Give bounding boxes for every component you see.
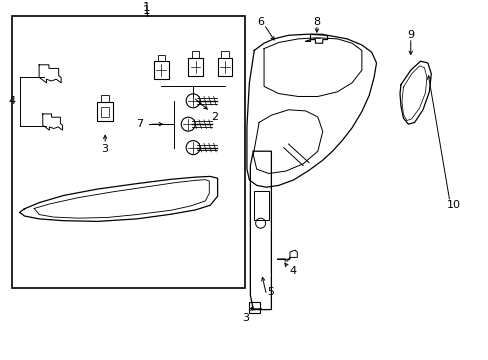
Bar xyxy=(154,61,168,79)
Bar xyxy=(101,107,109,117)
Text: 2: 2 xyxy=(211,112,218,122)
Bar xyxy=(12,16,244,288)
Text: 3: 3 xyxy=(102,144,108,154)
Text: 5: 5 xyxy=(266,287,273,297)
Text: 1: 1 xyxy=(142,1,150,14)
Bar xyxy=(192,51,199,58)
Bar xyxy=(97,102,113,122)
Text: 6: 6 xyxy=(257,17,264,27)
Text: 4: 4 xyxy=(9,96,16,106)
Text: 4: 4 xyxy=(289,266,296,276)
Bar xyxy=(254,191,268,220)
Text: 8: 8 xyxy=(313,17,320,27)
Text: 3: 3 xyxy=(242,313,248,323)
Bar xyxy=(101,94,109,102)
Text: 1: 1 xyxy=(142,4,150,17)
Bar xyxy=(158,55,165,61)
Text: 10: 10 xyxy=(446,200,460,210)
Bar xyxy=(221,51,228,58)
Bar xyxy=(217,58,232,76)
Bar xyxy=(188,58,203,76)
Text: 9: 9 xyxy=(407,30,413,40)
Text: 7: 7 xyxy=(136,119,142,129)
Bar xyxy=(249,302,260,313)
